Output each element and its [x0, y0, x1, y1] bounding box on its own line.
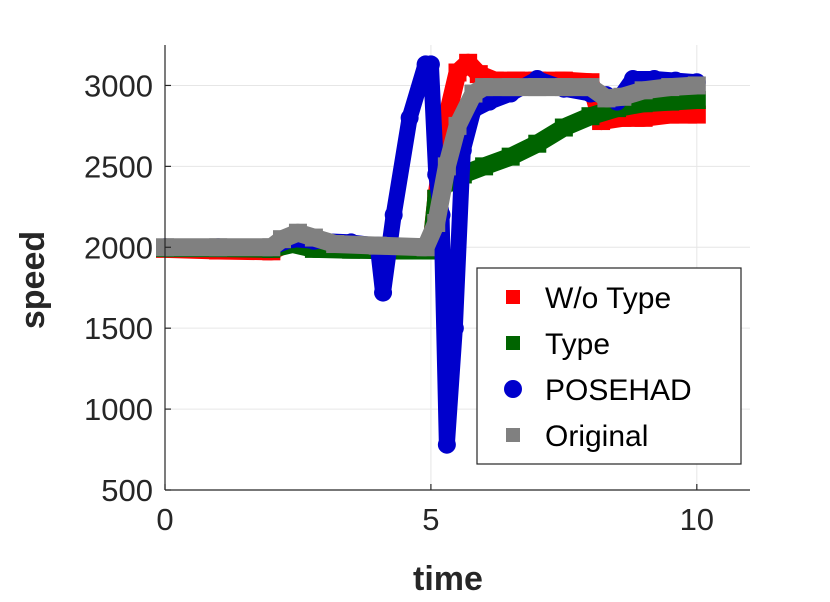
data-point — [374, 283, 393, 302]
x-axis-label: time — [413, 560, 483, 598]
data-point — [437, 157, 456, 176]
data-point — [475, 157, 494, 176]
legend-label: POSEHAD — [545, 374, 692, 407]
data-point — [554, 78, 573, 97]
data-point — [528, 134, 547, 153]
legend-item: POSEHAD — [504, 374, 692, 407]
legend-box — [476, 267, 742, 465]
data-point — [437, 435, 456, 454]
y-tick-label: 1000 — [84, 392, 153, 427]
legend-label: Type — [545, 328, 610, 361]
data-point — [209, 238, 228, 257]
data-point — [687, 91, 706, 110]
y-tick-label: 2500 — [84, 149, 153, 184]
data-point — [384, 205, 403, 224]
y-tick-label: 500 — [101, 473, 153, 508]
legend-marker — [506, 336, 520, 350]
data-point — [687, 105, 706, 124]
data-point — [273, 230, 291, 249]
data-point — [634, 81, 653, 100]
axes — [164, 45, 750, 491]
legend-marker — [506, 428, 520, 442]
series-original — [156, 76, 706, 257]
legend-item: W/o Type — [506, 282, 671, 315]
data-point — [613, 87, 632, 106]
legend-label: W/o Type — [545, 282, 671, 315]
legend-marker — [504, 380, 522, 398]
data-point — [427, 214, 446, 232]
data-point — [581, 78, 600, 97]
x-tick-label: 10 — [680, 502, 714, 537]
data-point — [528, 78, 547, 97]
tick-labels: 0 5 10 500 1000 1500 2000 2500 3000 — [84, 68, 714, 537]
data-point — [421, 55, 440, 74]
y-tick-label: 3000 — [84, 68, 153, 103]
data-point — [480, 92, 499, 111]
data-point — [448, 116, 467, 135]
x-tick-label: 5 — [422, 502, 439, 537]
data-point — [304, 228, 323, 247]
data-point — [445, 319, 464, 338]
y-axis-label: speed — [14, 231, 52, 329]
data-point — [501, 147, 520, 166]
data-point — [475, 78, 494, 97]
data-point — [288, 223, 307, 242]
data-point — [554, 118, 573, 137]
data-point — [597, 89, 616, 108]
legend-marker — [506, 290, 520, 304]
data-point — [400, 108, 419, 127]
legend: W/o Type Type POSEHAD Original — [476, 267, 742, 465]
data-point — [634, 108, 653, 127]
data-point — [661, 78, 680, 97]
data-point — [501, 78, 520, 97]
x-tick-label: 0 — [156, 502, 173, 537]
data-point — [581, 107, 600, 126]
legend-label: Original — [545, 420, 648, 453]
data-point — [326, 235, 345, 254]
series-layer — [156, 53, 706, 454]
legend-item: Original — [506, 420, 648, 453]
legend-item: Type — [506, 328, 610, 361]
data-point — [661, 92, 680, 111]
data-point — [368, 236, 387, 255]
data-point — [416, 238, 435, 257]
y-tick-label: 2000 — [84, 230, 153, 265]
y-tick-label: 1500 — [84, 311, 153, 346]
data-point — [687, 76, 706, 95]
